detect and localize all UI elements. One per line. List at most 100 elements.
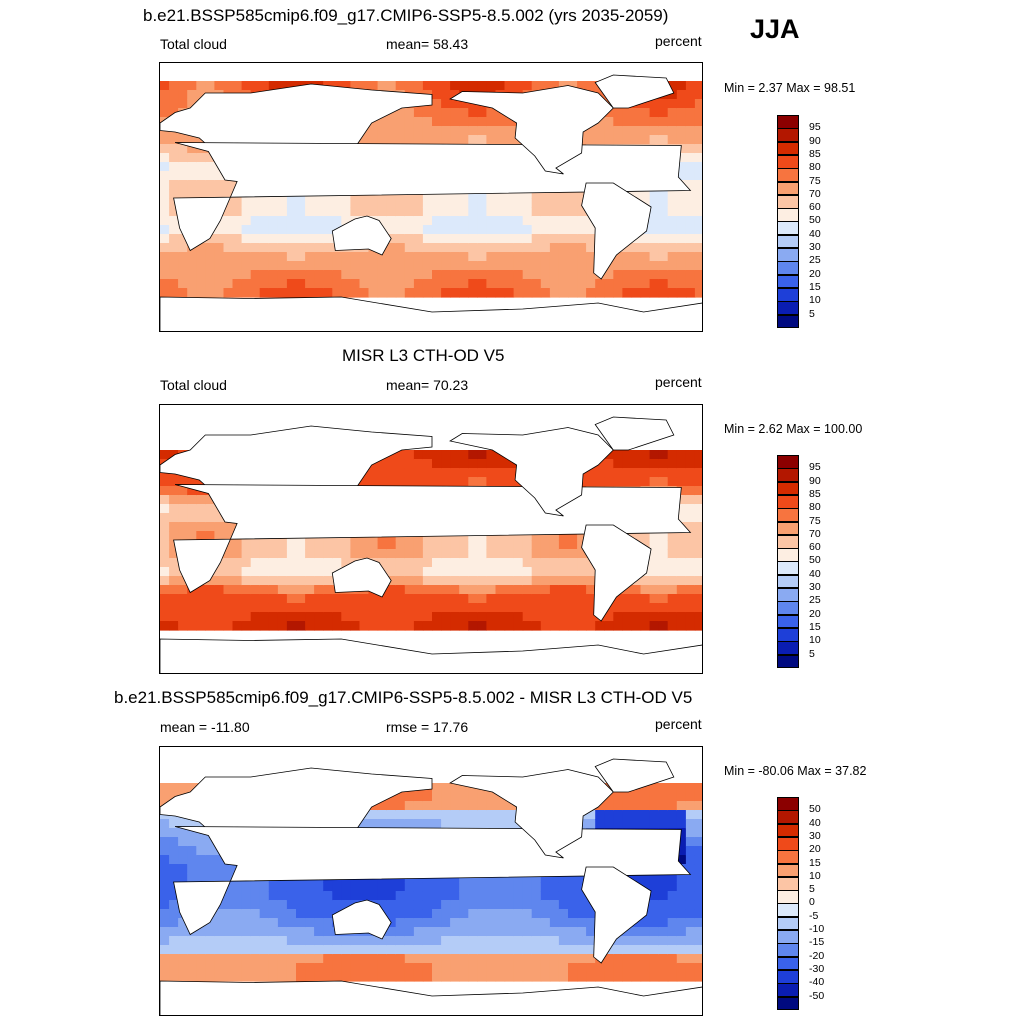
cloud-cell (178, 279, 188, 289)
cloud-cell (649, 108, 660, 118)
cloud-cell (685, 927, 696, 937)
cloud-cell (694, 927, 702, 937)
cloud-cell (540, 954, 551, 964)
cloud-cell (341, 936, 351, 946)
cloud-cell (459, 954, 469, 964)
cloud-cell (296, 900, 306, 910)
cloud-cell (386, 585, 397, 595)
cloud-cell (214, 189, 225, 199)
cloud-cell (404, 972, 415, 982)
cloud-cell (558, 900, 569, 910)
cloud-cell (622, 954, 633, 964)
cloud-cell (649, 243, 660, 253)
cloud-cell (323, 270, 333, 280)
cloud-cell (259, 900, 270, 910)
cloud-cell (422, 288, 433, 298)
cloud-cell (486, 585, 497, 595)
cloud-cell (223, 612, 234, 622)
cloud-cell (450, 810, 460, 820)
cloud-cell (558, 585, 569, 595)
cloud-cell (422, 603, 433, 613)
cloud-cell (622, 261, 633, 271)
cloud-cell (495, 531, 506, 541)
cloud-cell (694, 846, 702, 856)
cloud-cell (160, 819, 170, 829)
cloud-cell (404, 963, 415, 973)
cloud-cell (432, 972, 442, 982)
cloud-cell (676, 162, 687, 172)
cloud-cell (286, 594, 297, 604)
cloud-cell (404, 225, 415, 235)
cloud-cell (386, 927, 397, 937)
cloud-cell (613, 936, 623, 946)
cloud-cell (486, 216, 497, 226)
cloud-cell (468, 891, 478, 901)
cloud-cell (341, 900, 351, 910)
cloud-cell (314, 612, 324, 622)
cloud-cell (187, 162, 197, 172)
cloud-cell (549, 576, 560, 586)
cloud-cell (540, 945, 551, 955)
cloud-cell (341, 288, 351, 298)
cloud-cell (450, 198, 460, 208)
cloud-cell (350, 963, 361, 973)
cloud-cell (205, 954, 215, 964)
cloud-cell (277, 900, 288, 910)
cloud-cell (395, 549, 406, 559)
cloud-cell (268, 549, 279, 559)
cloud-cell (522, 189, 533, 199)
cloud-cell (667, 198, 678, 208)
cloud-cell (667, 873, 678, 883)
cloud-cell (540, 234, 551, 244)
cloud-cell (377, 954, 388, 964)
cloud-cell (613, 477, 623, 487)
cloud-cell (377, 936, 388, 946)
cloud-cell (277, 216, 288, 226)
cloud-cell (522, 882, 533, 892)
cloud-cell (676, 117, 687, 127)
cloud-cell (359, 891, 370, 901)
cloud-cell (504, 189, 515, 199)
colorbar-tick-label: 10 (809, 634, 821, 647)
cloud-cell (577, 270, 587, 280)
cloud-cell (640, 279, 651, 289)
cloud-cell (277, 261, 288, 271)
cloud-cell (441, 270, 451, 280)
cloud-cell (549, 540, 560, 550)
cloud-cell (658, 108, 669, 118)
cloud-cell (640, 477, 651, 487)
cloud-cell (205, 603, 215, 613)
cloud-cell (640, 945, 651, 955)
cloud-cell (622, 819, 633, 829)
cloud-cell (441, 882, 451, 892)
cloud-cell (160, 108, 170, 118)
cloud-cell (432, 954, 442, 964)
cloud-cell (667, 90, 678, 100)
cloud-cell (205, 531, 215, 541)
cloud-cell (395, 918, 406, 928)
cloud-cell (169, 837, 179, 847)
continent-australia (331, 899, 392, 940)
cloud-cell (268, 567, 279, 577)
cloud-cell (422, 207, 433, 217)
cloud-cell (223, 927, 234, 937)
cloud-cell (178, 864, 188, 874)
cloud-cell (223, 936, 234, 946)
cloud-cell (169, 243, 179, 253)
cloud-cell (395, 126, 406, 136)
cloud-cell (323, 603, 333, 613)
cloud-cell (658, 459, 669, 469)
cloud-cell (377, 810, 388, 820)
colorbar-swatch (777, 641, 799, 655)
cloud-cell (386, 243, 397, 253)
cloud-cell (649, 234, 660, 244)
cloud-cell (404, 135, 415, 145)
cloud-cell (404, 792, 415, 802)
cloud-cell (468, 594, 478, 604)
cloud-cell (268, 540, 279, 550)
cloud-cell (413, 909, 424, 919)
cloud-cell (232, 558, 243, 568)
cloud-cell (604, 819, 614, 829)
cloud-cell (296, 207, 306, 217)
cloud-cell (694, 891, 702, 901)
